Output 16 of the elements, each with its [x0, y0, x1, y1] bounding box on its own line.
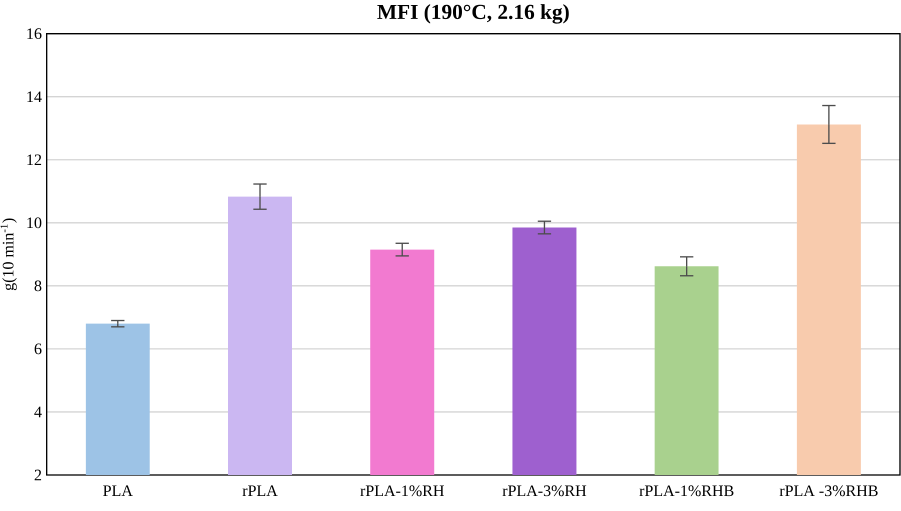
y-axis-title: g(10 min$^{-1}$) [0, 218, 17, 290]
y-tick-label: 4 [34, 406, 42, 418]
y-tick-label: 16 [27, 28, 42, 40]
y-tick-label: 6 [34, 344, 42, 354]
y-tick-label: 8 [34, 280, 42, 292]
y-tick-label: 10 [27, 217, 42, 228]
x-tick-label: rPLA [242, 485, 278, 496]
x-tick-label: PLA [103, 485, 133, 496]
y-tick-label: 2 [34, 470, 42, 480]
chart-title: MFI (190°C, 2.16 kg) [377, 4, 569, 24]
y-tick-label: 14 [27, 91, 42, 102]
x-tick-label: rPLA-1%RH [360, 485, 444, 496]
x-tick-label: rPLA-3%RH [502, 485, 586, 496]
y-tick-label: 12 [27, 154, 42, 166]
x-tick-label: rPLA -3%RHB [780, 485, 878, 496]
x-tick-label: rPLA-1%RHB [639, 485, 734, 496]
